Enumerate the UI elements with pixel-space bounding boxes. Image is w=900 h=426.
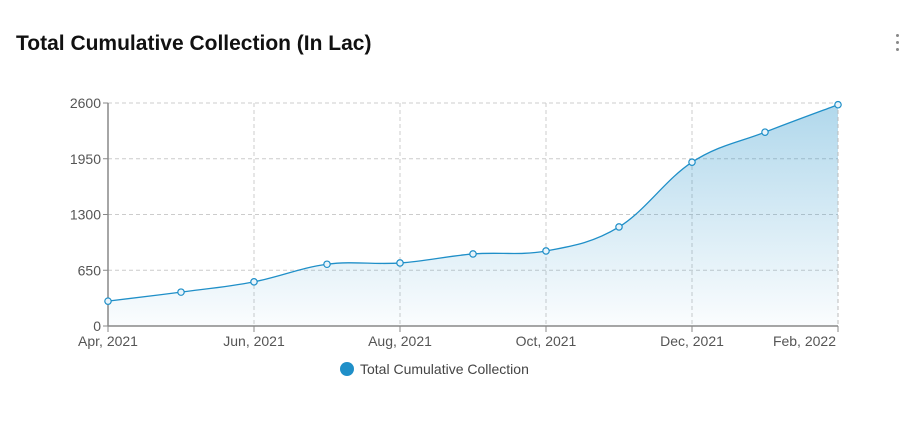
- data-point: [688, 158, 696, 166]
- y-tick-label: 1300: [70, 207, 101, 223]
- x-tick-label: Feb, 2022: [773, 333, 836, 349]
- x-tick-label: Jun, 2021: [223, 333, 285, 349]
- chart-title: Total Cumulative Collection (In Lac): [16, 32, 372, 55]
- y-tick-label: 1950: [70, 151, 101, 167]
- data-point: [323, 260, 331, 269]
- series-area: [108, 104, 838, 326]
- data-point: [834, 100, 842, 109]
- legend-label: Total Cumulative Collection: [360, 361, 529, 377]
- x-tick-label: Oct, 2021: [516, 333, 577, 349]
- x-tick-label: Aug, 2021: [368, 333, 432, 349]
- data-point: [542, 247, 550, 255]
- y-tick-label: 0: [93, 318, 101, 334]
- x-tick-label: Dec, 2021: [660, 333, 724, 349]
- data-point: [469, 250, 477, 258]
- more-options-icon[interactable]: [893, 34, 900, 56]
- x-tick-label: Apr, 2021: [78, 333, 138, 349]
- y-tick-label: 2600: [70, 95, 101, 111]
- legend-item[interactable]: Total Cumulative Collection: [340, 361, 529, 377]
- data-point: [761, 128, 769, 136]
- y-tick-label: 650: [78, 262, 102, 278]
- data-point: [615, 223, 623, 231]
- data-point: [250, 278, 258, 286]
- data-point: [104, 297, 112, 305]
- data-point: [396, 259, 404, 267]
- legend-marker-icon: [340, 362, 354, 376]
- data-point: [177, 288, 185, 296]
